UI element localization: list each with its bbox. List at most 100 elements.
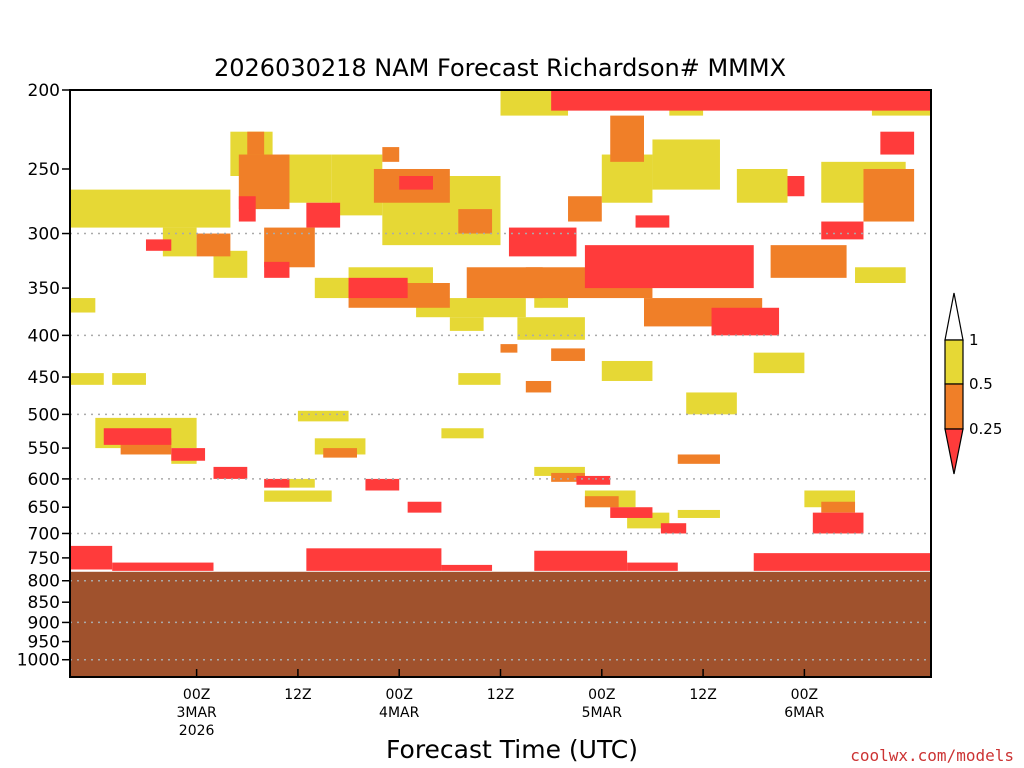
cell-ri-0-25 bbox=[551, 90, 931, 111]
colorbar-label: 0.25 bbox=[969, 420, 1002, 438]
y-tick-label: 200 bbox=[28, 81, 60, 101]
cell-ri-0-25 bbox=[213, 466, 248, 479]
y-tick-label: 250 bbox=[28, 160, 60, 180]
cell-ri-0-25 bbox=[348, 277, 408, 299]
y-tick-label: 450 bbox=[28, 368, 60, 388]
x-tick-label: 2026 bbox=[179, 723, 215, 739]
cell-ri-0-25 bbox=[576, 475, 611, 485]
cell-ri-0-25 bbox=[880, 131, 915, 155]
cell-ri-0-25 bbox=[508, 227, 577, 257]
colorbar-label: 1 bbox=[969, 331, 979, 349]
cell-ri-0-25 bbox=[407, 501, 442, 513]
cell-ri-0-25 bbox=[812, 512, 864, 534]
y-tick-label: 550 bbox=[28, 439, 60, 459]
cell-ri-0-5-1 bbox=[264, 490, 332, 502]
cell-ri-0-25 bbox=[753, 553, 931, 571]
y-tick-label: 400 bbox=[28, 326, 60, 346]
cell-ri-0-25 bbox=[610, 507, 653, 518]
cell-ri-0-25 bbox=[306, 202, 341, 228]
cell-ri-0-25 bbox=[70, 545, 113, 570]
x-tick-label: 00Z bbox=[588, 687, 615, 703]
y-tick-label: 850 bbox=[28, 593, 60, 613]
y-tick-label: 300 bbox=[28, 225, 60, 245]
cell-ri-0-25 bbox=[534, 550, 628, 571]
cell-ri-0-25 bbox=[584, 245, 754, 289]
cell-ri-0-25-0-5 bbox=[500, 344, 518, 353]
cell-ri-0-25 bbox=[264, 478, 290, 488]
colorbar-over bbox=[944, 292, 964, 341]
x-tick-label: 12Z bbox=[284, 687, 311, 703]
cell-ri-0-5-1 bbox=[441, 428, 484, 439]
y-tick-label: 950 bbox=[28, 633, 60, 653]
cell-ri-0-25 bbox=[660, 523, 687, 534]
cell-ri-0-25-0-5 bbox=[247, 131, 265, 155]
cell-ri-0-5-1 bbox=[314, 277, 349, 299]
surface-terrain bbox=[70, 571, 931, 677]
cell-ri-0-25-0-5 bbox=[584, 496, 619, 508]
colorbar-bin-yellow bbox=[944, 339, 964, 385]
cell-ri-0-25 bbox=[711, 307, 780, 336]
x-tick-label: 00Z bbox=[791, 687, 818, 703]
cell-ri-0-25 bbox=[145, 239, 172, 251]
cell-ri-0-5-1 bbox=[601, 360, 653, 381]
cell-ri-0-5-1 bbox=[70, 189, 231, 228]
cell-ri-0-5-1 bbox=[753, 352, 805, 374]
x-tick-label: 12Z bbox=[689, 687, 716, 703]
cell-ri-0-5-1 bbox=[458, 373, 501, 385]
cell-ri-0-5-1 bbox=[517, 317, 585, 340]
cell-ri-0-5-1 bbox=[652, 139, 720, 190]
cell-ri-0-25 bbox=[103, 428, 172, 445]
cell-ri-0-25 bbox=[171, 448, 206, 461]
cell-ri-0-25 bbox=[399, 176, 433, 190]
cell-ri-0-25-0-5 bbox=[196, 233, 231, 257]
cell-ri-0-5-1 bbox=[449, 317, 484, 331]
cell-ri-0-25-0-5 bbox=[323, 448, 357, 458]
cell-ri-0-25-0-5 bbox=[551, 472, 585, 482]
x-tick-label: 3MAR bbox=[176, 705, 217, 721]
cell-ri-0-25-0-5 bbox=[770, 245, 847, 278]
cell-ri-0-25-0-5 bbox=[821, 501, 856, 513]
y-tick-label: 650 bbox=[28, 498, 60, 518]
cell-ri-0-5-1 bbox=[297, 410, 349, 422]
cell-ri-0-5-1 bbox=[70, 373, 104, 385]
colorbar-legend: 0.25 0.5 1 bbox=[944, 292, 1002, 475]
y-tick-label: 700 bbox=[28, 524, 60, 544]
chart-title: 2026030218 NAM Forecast Richardson# MMMX bbox=[214, 54, 786, 82]
x-axis: 00Z 3MAR 2026 12Z 00Z 4MAR 12Z 00Z 5MAR 12Z 00Z 6MA… bbox=[176, 669, 825, 739]
cell-ri-0-25 bbox=[306, 548, 442, 571]
x-tick-label: 5MAR bbox=[582, 705, 623, 721]
cell-ri-0-5-1 bbox=[534, 466, 585, 476]
cell-ri-0-5-1 bbox=[70, 298, 96, 313]
y-axis: 200 250 300 350 400 450 500 550 600 650 700 750 8008… bbox=[17, 81, 70, 671]
cell-ri-0-25-0-5 bbox=[551, 348, 585, 361]
cell-ri-0-25-0-5 bbox=[677, 454, 720, 464]
cell-ri-0-5-1 bbox=[855, 267, 906, 284]
x-tick-label: 00Z bbox=[183, 687, 210, 703]
cell-ri-0-5-1 bbox=[677, 509, 720, 518]
x-tick-label: 12Z bbox=[487, 687, 514, 703]
cell-ri-0-5-1 bbox=[281, 478, 315, 488]
colorbar-label: 0.5 bbox=[969, 375, 993, 393]
cell-ri-0-25-0-5 bbox=[264, 227, 315, 268]
cell-ri-0-25 bbox=[441, 564, 493, 571]
y-tick-label: 1000 bbox=[17, 651, 60, 671]
y-tick-label: 350 bbox=[28, 279, 60, 299]
cell-ri-0-25 bbox=[627, 562, 678, 571]
cell-ri-0-5-1 bbox=[736, 168, 788, 203]
cell-ri-0-25-0-5 bbox=[610, 115, 644, 162]
cell-ri-0-5-1 bbox=[686, 392, 737, 415]
cell-ri-0-25-0-5 bbox=[382, 147, 400, 162]
y-tick-label: 800 bbox=[28, 572, 60, 592]
cell-ri-0-25 bbox=[787, 176, 805, 197]
y-tick-label: 600 bbox=[28, 470, 60, 490]
cell-ri-0-25-0-5 bbox=[458, 209, 493, 234]
y-tick-label: 500 bbox=[28, 405, 60, 425]
colorbar-under bbox=[944, 428, 964, 475]
y-tick-label: 900 bbox=[28, 613, 60, 633]
x-tick-label: 6MAR bbox=[784, 705, 825, 721]
y-tick-label: 750 bbox=[28, 549, 60, 569]
cell-ri-0-5-1 bbox=[601, 154, 653, 203]
cell-ri-0-5-1 bbox=[112, 373, 146, 385]
cell-ri-0-25-0-5 bbox=[568, 196, 602, 222]
